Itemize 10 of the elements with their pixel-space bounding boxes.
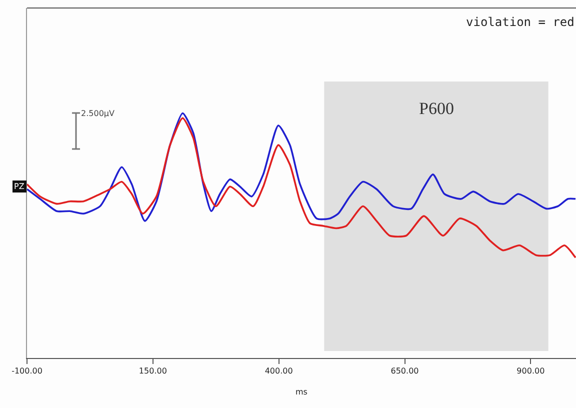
band-label: P600	[419, 99, 454, 118]
x-tick-label: -100.00	[12, 366, 42, 376]
x-tick-label: 900.00	[516, 366, 545, 376]
text: PZ	[14, 182, 25, 191]
x-tick-label: 400.00	[264, 366, 293, 376]
x-tick-label: 650.00	[390, 366, 419, 376]
x-tick-label: 150.00	[138, 366, 167, 376]
x-axis-title: ms	[296, 388, 308, 397]
text: violation = red	[466, 15, 574, 29]
annotation: 2.500µV	[81, 109, 115, 118]
